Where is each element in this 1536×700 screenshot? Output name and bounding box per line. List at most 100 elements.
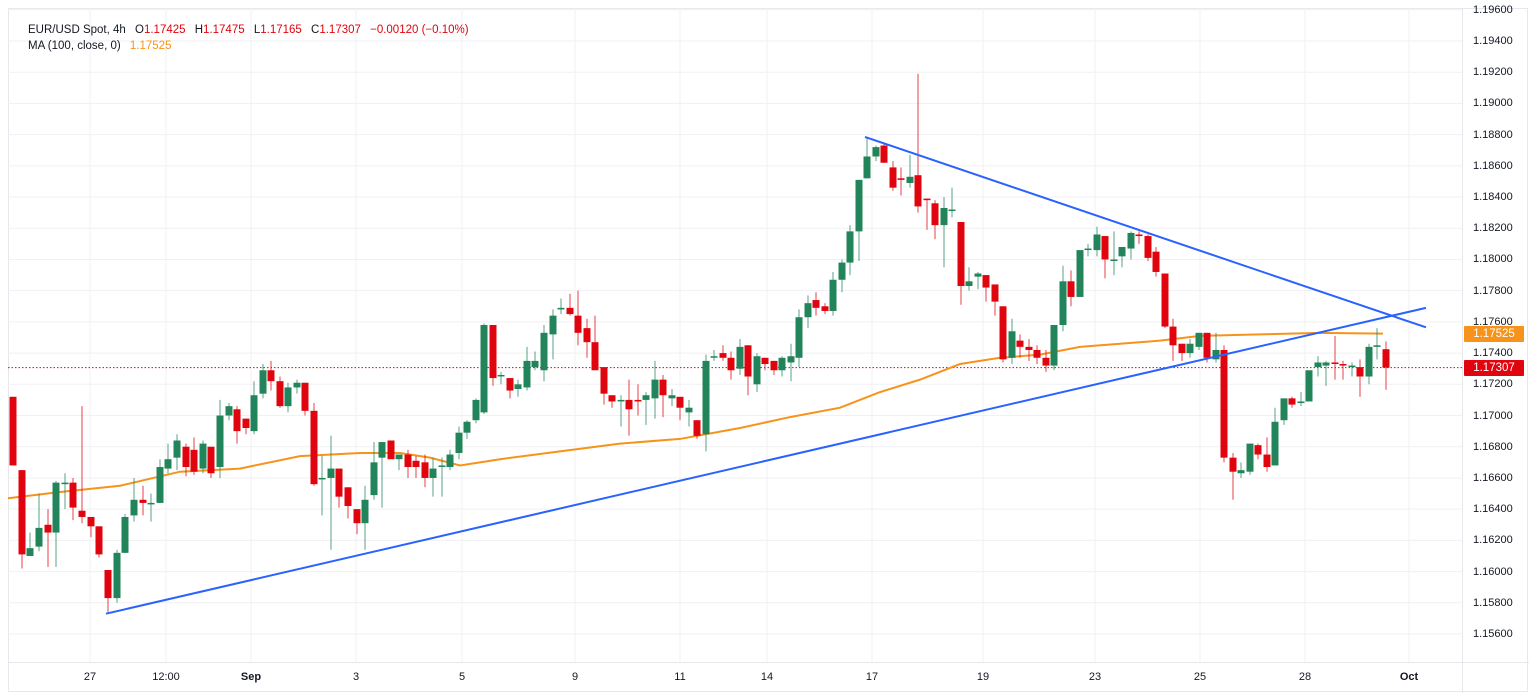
legend-low: L1.17165 [253,24,302,36]
candle-body-up [863,156,871,179]
time-tick-label: Sep [240,671,262,683]
price-tick-label: 1.19000 [1473,97,1513,110]
candle-body-up [173,440,181,458]
candle-body-up [147,502,155,505]
candle-body-up [906,176,914,184]
candle-body-up [1373,345,1381,347]
candle-body-up [531,360,539,368]
time-tick-label: 12:00 [152,671,180,683]
candle-body-up [753,356,761,385]
candle-body-down [1033,349,1041,358]
candle-body-down [1331,362,1339,365]
candle-body-down [957,222,965,286]
candle-body-down [301,382,309,411]
candle-body-up [438,465,446,467]
candle-body-up [1127,232,1135,249]
candle-body-down [591,342,599,371]
candle-body-up [974,273,982,277]
price-tick-label: 1.18600 [1473,159,1513,172]
candle-body-up [259,370,267,394]
candle-body-down [566,307,574,315]
candle-body-up [216,415,224,468]
candle-body-up [1084,248,1092,251]
candle-body-up [557,307,565,310]
candle-body-up [370,462,378,496]
candle-body-down [506,378,514,391]
candle-body-down [1229,457,1237,472]
ma-indicator-label[interactable]: MA (100, close, 0) [28,40,121,52]
candle-body-down [634,399,642,402]
candle-body-up [318,477,326,480]
price-tick-label: 1.17800 [1473,284,1513,297]
candle-body-down [139,499,147,503]
legend-open: O1.17425 [135,24,186,36]
time-axis[interactable]: 27 12:00 Sep 3 5 9 11 14 17 19 23 25 28 Oct [8,662,1462,693]
price-tick-label: 1.19600 [1473,3,1513,16]
candle-body-down [744,345,752,377]
price-tick-label: 1.15800 [1473,596,1513,609]
candle-body-up [1297,401,1305,404]
candle-body-down [1339,364,1347,366]
candle-body-up [872,147,880,157]
candle-body-up [778,357,786,371]
candle-body-up [26,548,34,556]
candle-body-up [35,527,43,547]
candle-body-down [914,175,922,207]
time-tick-label: 23 [1088,671,1102,683]
candle-body-down [880,145,888,163]
candle-body-down [1135,234,1143,237]
candle-body-down [1178,343,1186,354]
candle-body-down [821,306,829,311]
candle-body-up [804,303,812,318]
candle-body-down [693,420,701,436]
candle-body-down [267,370,275,382]
candle-body-up [61,482,69,485]
candle-body-up [668,395,676,399]
candle-body-up [948,209,956,212]
time-tick-label: 19 [976,671,990,683]
price-tick-label: 1.17600 [1473,315,1513,328]
candle-body-up [787,356,795,363]
candle-body-up [1305,370,1313,402]
candle-body-down [1382,349,1390,368]
candle-body-down [1161,273,1169,327]
symbol-title[interactable]: EUR/USD Spot, 4h [28,24,126,36]
candle-body-down [931,203,939,226]
candle-body-up [1348,365,1356,368]
candle-body-down [1356,367,1364,377]
candle-body-down [991,284,999,302]
candle-body-down [923,198,931,201]
candle-body-up [378,442,386,458]
candle-body-down [421,462,429,478]
price-tick-label: 1.16800 [1473,440,1513,453]
candle-body-down [889,167,897,188]
price-tick-label: 1.17200 [1473,378,1513,391]
candle-body-up [1271,421,1279,466]
candle-body-up [514,384,522,389]
candle-body-down [1025,346,1033,350]
candle-body-down [1169,326,1177,346]
candle-body-down [727,357,735,371]
time-tick-label: 14 [760,671,774,683]
candle-body-up [795,317,803,358]
ma-indicator-value: 1.17525 [129,40,172,52]
candle-body-up [480,325,488,413]
candle-body-up [1050,325,1058,366]
candle-body-down [1254,445,1262,455]
moving-average-line [8,331,1384,500]
legend-close: C1.17307 [311,24,361,36]
candle-body-up [702,360,710,435]
candle-body-up [130,499,138,516]
last-price-badge: 1.17307 [1464,359,1524,376]
candle-body-down [335,468,343,497]
price-tick-label: 1.19200 [1473,66,1513,79]
price-tick-label: 1.17000 [1473,409,1513,422]
candle-body-up [1118,246,1126,257]
candle-body-down [812,300,820,308]
chart-plot-area[interactable]: EUR/USD Spot, 4h O1.17425 H1.17475 L1.17… [8,8,1462,662]
candle-body-up [52,482,60,533]
candle-body-up [429,468,437,478]
price-axis[interactable]: 1.19600 1.19400 1.19200 1.19000 1.18800 1.186… [1462,4,1529,662]
candlestick-chart [8,8,1462,662]
time-tick-label: 28 [1298,671,1312,683]
